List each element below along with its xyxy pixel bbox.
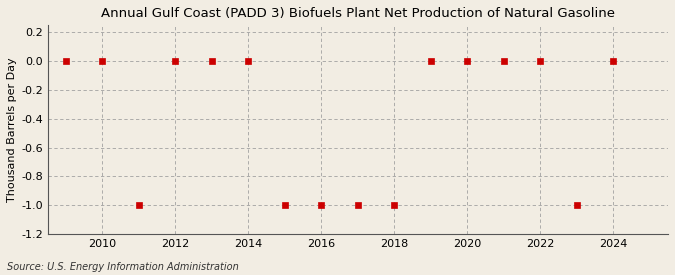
Text: Source: U.S. Energy Information Administration: Source: U.S. Energy Information Administ…: [7, 262, 238, 272]
Y-axis label: Thousand Barrels per Day: Thousand Barrels per Day: [7, 57, 17, 202]
Title: Annual Gulf Coast (PADD 3) Biofuels Plant Net Production of Natural Gasoline: Annual Gulf Coast (PADD 3) Biofuels Plan…: [101, 7, 615, 20]
